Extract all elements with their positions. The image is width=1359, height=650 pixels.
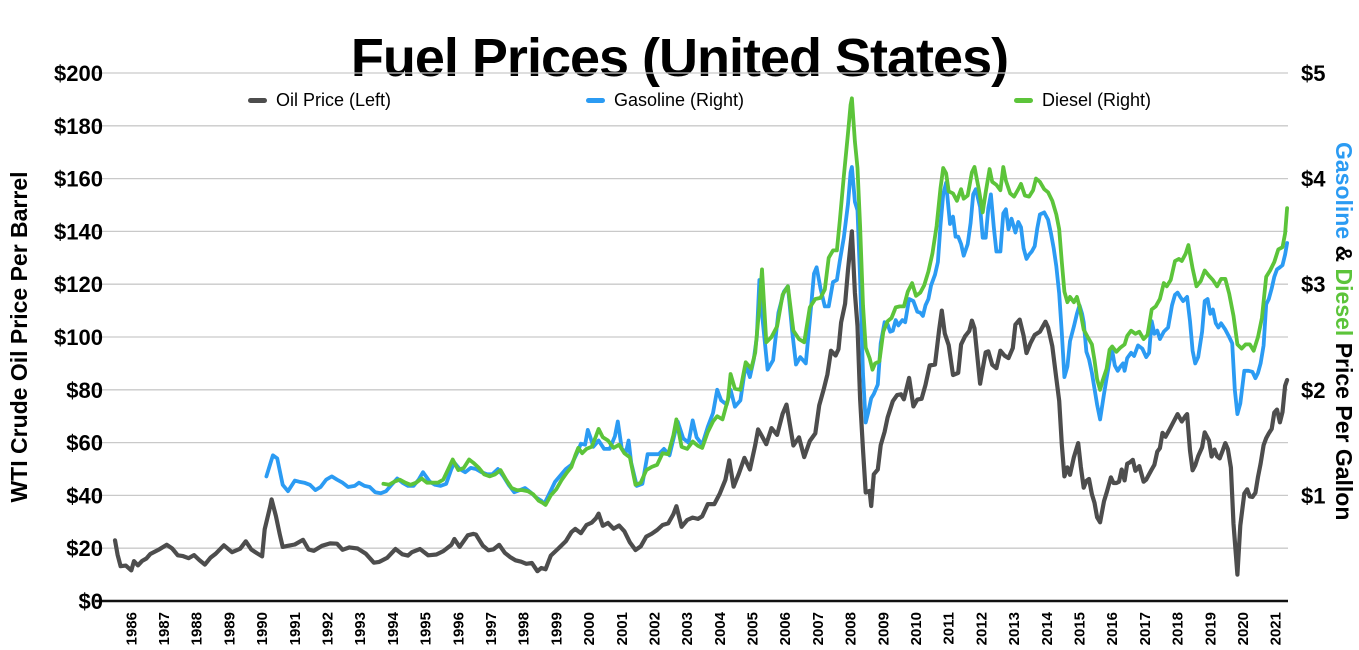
- legend-item-diesel: Diesel (Right): [1014, 86, 1151, 114]
- x-axis-tick-label: 1987: [156, 612, 173, 645]
- x-axis-tick-label: 2013: [1006, 612, 1023, 645]
- x-axis-tick-label: 2014: [1039, 611, 1056, 645]
- x-axis-tick-label: 2000: [581, 612, 598, 645]
- x-axis-tick-label: 2017: [1137, 612, 1154, 645]
- x-axis-tick-label: 1992: [320, 612, 337, 645]
- x-axis-tick-label: 2002: [647, 612, 664, 645]
- legend-dash-icon: [1014, 97, 1033, 103]
- legend-item-gasoline: Gasoline (Right): [586, 86, 744, 114]
- right-axis-tick-label: $2: [1301, 378, 1325, 403]
- x-axis-tick-label: 1988: [189, 612, 206, 645]
- x-axis-tick-label: 2011: [941, 612, 958, 645]
- x-axis-tick-label: 1998: [516, 612, 533, 645]
- left-axis-tick-label: $160: [54, 167, 103, 192]
- left-axis-tick-label: $0: [79, 589, 103, 614]
- x-axis-tick-label: 2020: [1235, 612, 1252, 645]
- x-axis-tick-label: 1993: [352, 612, 369, 645]
- right-axis-title: Gasoline & Diesel Price Per Gallon: [1330, 12, 1357, 650]
- left-axis-tick-label: $20: [66, 536, 103, 561]
- x-axis-tick-label: 1991: [287, 612, 304, 645]
- left-axis-tick-label: $60: [66, 431, 103, 456]
- legend-label: Oil Price (Left): [276, 89, 392, 110]
- legend-label: Gasoline (Right): [614, 89, 745, 110]
- right-axis-tick-label: $5: [1301, 61, 1325, 86]
- x-axis-tick-label: 2016: [1104, 612, 1121, 645]
- x-axis-tick-label: 1989: [221, 612, 238, 645]
- legend-dash-icon: [248, 97, 267, 103]
- x-axis-tick-label: 2010: [908, 612, 925, 645]
- series-line-gasoline: [264, 165, 1289, 506]
- left-axis-tick-label: $40: [66, 483, 103, 508]
- x-axis-tick-label: 2008: [843, 612, 860, 645]
- x-axis-tick-label: 1990: [254, 612, 271, 645]
- legend-item-oil: Oil Price (Left): [248, 86, 391, 114]
- x-axis-tick-label: 2015: [1072, 612, 1089, 645]
- x-axis-tick-label: 1986: [123, 612, 140, 645]
- legend: Oil Price (Left) Gasoline (Right) Diesel (…: [0, 86, 1359, 114]
- right-axis-title-part: Gasoline: [1331, 141, 1357, 239]
- left-axis-tick-label: $180: [54, 114, 103, 139]
- legend-label: Diesel (Right): [1042, 89, 1152, 110]
- x-axis-tick-label: 2021: [1268, 612, 1285, 645]
- left-axis-tick-label: $100: [54, 325, 103, 350]
- x-axis-tick-label: 2001: [614, 612, 631, 645]
- x-axis-tick-label: 1996: [450, 612, 467, 645]
- series-line-oil: [112, 229, 1290, 577]
- series-line-diesel: [381, 96, 1289, 507]
- x-axis-tick-label: 1995: [418, 612, 435, 645]
- x-axis-tick-label: 2004: [712, 611, 729, 645]
- left-axis-tick-label: $200: [54, 61, 103, 86]
- right-axis-title-part: Diesel: [1331, 268, 1357, 337]
- left-axis-tick-label: $140: [54, 219, 103, 244]
- left-axis-tick-label: $80: [66, 378, 103, 403]
- x-axis-tick-label: 1997: [483, 612, 500, 645]
- x-axis-tick-label: 2009: [875, 612, 892, 645]
- x-axis-tick-label: 1994: [385, 611, 402, 645]
- legend-dash-icon: [586, 97, 605, 103]
- x-axis-tick-label: 2007: [810, 612, 827, 645]
- x-axis-tick-label: 2006: [777, 612, 794, 645]
- x-axis-tick-label: 2019: [1202, 612, 1219, 645]
- right-axis-title-part: Price Per Gallon: [1331, 336, 1357, 521]
- right-axis-tick-label: $3: [1301, 272, 1325, 297]
- right-axis-tick-label: $4: [1301, 167, 1326, 192]
- left-axis-tick-label: $120: [54, 272, 103, 297]
- chart-title: Fuel Prices (United States): [350, 28, 1009, 89]
- x-axis-tick-label: 2018: [1170, 612, 1187, 645]
- right-axis-title-part: &: [1331, 238, 1357, 269]
- x-axis-tick-label: 1999: [548, 612, 565, 645]
- x-axis-tick-label: 2012: [973, 612, 990, 645]
- x-axis-tick-label: 2005: [745, 612, 762, 645]
- right-axis-tick-label: $1: [1301, 483, 1325, 508]
- x-axis-tick-label: 2003: [679, 612, 696, 645]
